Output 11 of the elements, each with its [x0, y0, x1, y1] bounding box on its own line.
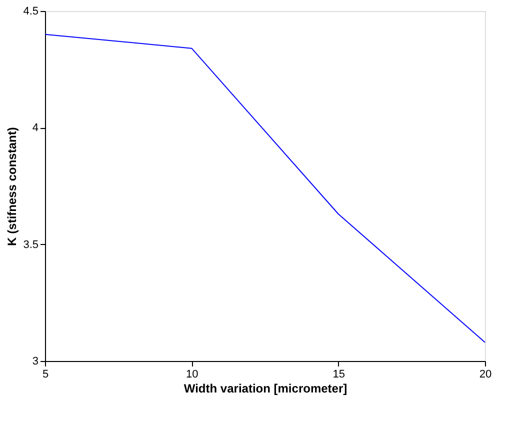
x-axis-title: Width variation [micrometer] — [184, 382, 348, 396]
x-tick-label: 15 — [332, 368, 345, 380]
x-tick-label: 10 — [186, 368, 198, 380]
y-axis-title: K (stifness constant) — [5, 127, 20, 246]
y-tick-label: 3.5 — [23, 238, 38, 251]
x-tick-label: 20 — [479, 368, 492, 380]
x-tick-label: 5 — [42, 368, 49, 380]
line-series — [44, 34, 486, 343]
y-tick-label: 4 — [32, 122, 38, 134]
y-tick-label: 3 — [32, 356, 38, 368]
y-tick-label: 4.5 — [23, 6, 38, 18]
